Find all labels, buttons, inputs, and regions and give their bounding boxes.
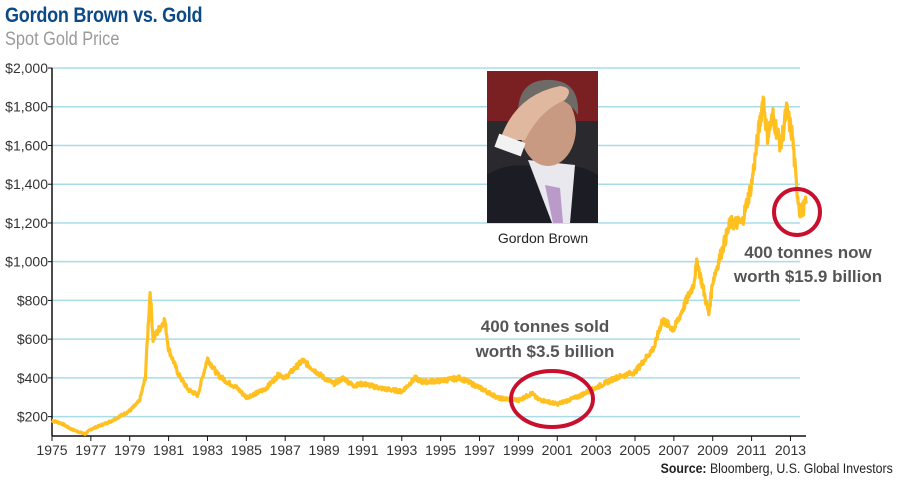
x-tick-label: 2009 xyxy=(697,442,728,458)
x-tick-label: 2011 xyxy=(737,442,767,458)
x-tick-label: 1999 xyxy=(503,442,534,458)
x-tick-label: 1981 xyxy=(153,442,184,458)
annotation-now-line2: worth $15.9 billion xyxy=(733,267,882,286)
y-tick-label: $1,400 xyxy=(5,176,48,192)
x-tick-label: 1977 xyxy=(75,442,106,458)
x-axis-ticks: 1975 1977 1979 1981 1983 1985 1987 1989 1991 1993… xyxy=(36,436,806,458)
y-tick-label: $200 xyxy=(17,409,48,425)
gridlines xyxy=(52,67,800,418)
x-tick-label: 1979 xyxy=(114,442,145,458)
annotation-sold-line2: worth $3.5 billion xyxy=(475,342,615,361)
y-axis-ticks: $200 $400 $600 $800 $1,000 $1,200 $1,400 $1,600… xyxy=(5,60,52,425)
annotation-sold-line1: 400 tonnes sold xyxy=(481,317,609,336)
gold-price-line xyxy=(50,95,808,436)
y-tick-label: $2,000 xyxy=(5,60,48,76)
y-tick-label: $800 xyxy=(17,292,48,308)
source-note: Source: Bloomberg, U.S. Global Investors xyxy=(661,460,893,476)
y-tick-label: $1,200 xyxy=(5,215,48,231)
now-circle xyxy=(772,187,822,237)
x-tick-label: 1987 xyxy=(270,442,301,458)
sold-circle xyxy=(509,369,595,429)
source-label: Source: xyxy=(660,460,707,476)
x-tick-label: 2007 xyxy=(658,442,689,458)
y-tick-label: $1,800 xyxy=(5,99,48,115)
x-tick-label: 1989 xyxy=(308,442,339,458)
chart-title: Gordon Brown vs. Gold xyxy=(5,4,203,27)
annotation-now-line1: 400 tonnes now xyxy=(744,243,872,262)
y-tick-label: $1,000 xyxy=(5,254,48,270)
x-tick-label: 1983 xyxy=(192,442,223,458)
gordon-brown-photo xyxy=(487,71,598,223)
x-tick-label: 1991 xyxy=(347,442,378,458)
x-tick-label: 1995 xyxy=(425,442,456,458)
y-tick-label: $600 xyxy=(17,331,48,347)
source-text: Bloomberg, U.S. Global Investors xyxy=(710,460,893,476)
x-tick-label: 1975 xyxy=(36,442,67,458)
x-tick-label: 1993 xyxy=(386,442,417,458)
x-tick-label: 1985 xyxy=(231,442,262,458)
y-tick-label: $1,600 xyxy=(5,137,48,153)
x-tick-label: 1997 xyxy=(464,442,495,458)
chart-subtitle: Spot Gold Price xyxy=(5,29,120,50)
y-tick-label: $400 xyxy=(17,370,48,386)
x-tick-label: 2003 xyxy=(581,442,612,458)
photo-caption: Gordon Brown xyxy=(498,230,588,246)
x-tick-label: 2005 xyxy=(619,442,650,458)
x-tick-label: 2001 xyxy=(542,442,573,458)
x-tick-label: 2013 xyxy=(775,442,806,458)
